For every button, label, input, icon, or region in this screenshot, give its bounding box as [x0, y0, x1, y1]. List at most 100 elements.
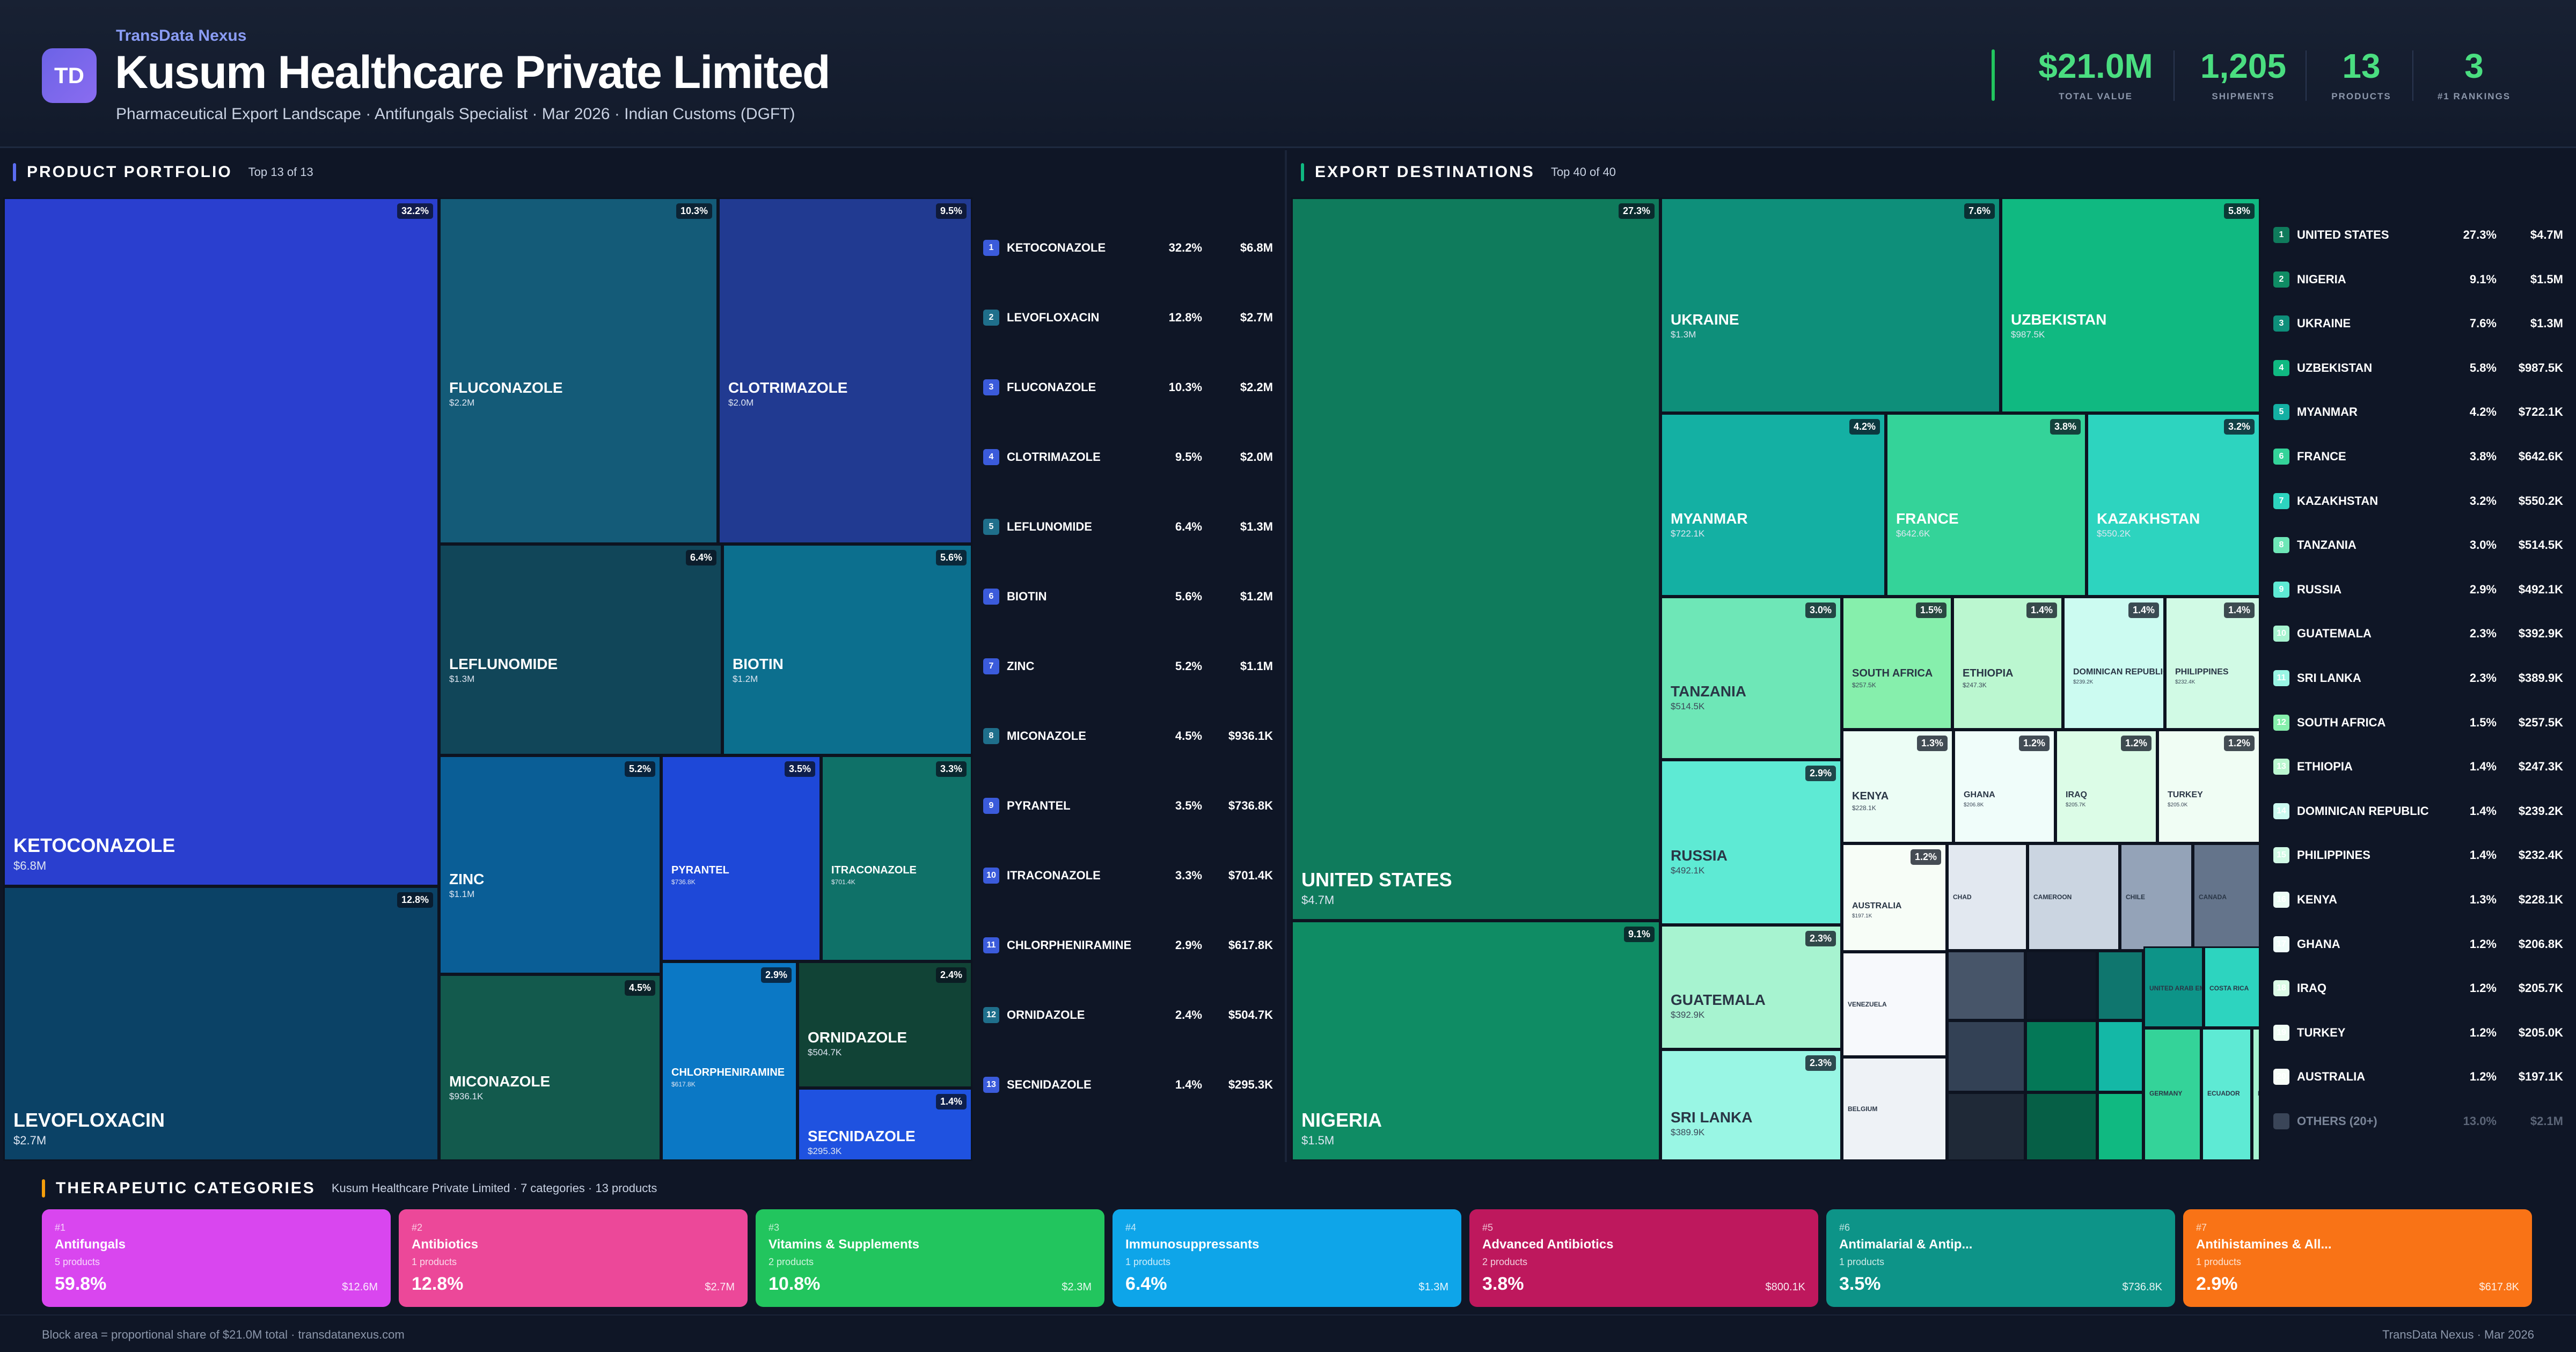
legend-row-leflunomide[interactable]: 5 LEFLUNOMIDE 6.4% $1.3M	[983, 515, 1273, 539]
legend-row-kenya[interactable]: 16 KENYA 1.3% $228.1K	[2273, 888, 2563, 912]
legend-row-philippines[interactable]: 15 PHILIPPINES 1.4% $232.4K	[2273, 843, 2563, 867]
treemap-block-miconazole[interactable]: 4.5% MICONAZOLE $936.1K	[439, 974, 661, 1161]
treemap-block-united-arab-emirates[interactable]: UNITED ARAB EMIRATES	[2143, 946, 2204, 1028]
treemap-block-ornidazole[interactable]: 2.4% ORNIDAZOLE $504.7K	[797, 961, 972, 1088]
category-card-immunosuppressants[interactable]: #4 Immunosuppressants 1 products 6.4% $1.3M	[1113, 1209, 1461, 1307]
treemap-block-chlorpheniramine[interactable]: 2.9% CHLORPHENIRAMINE $617.8K	[661, 961, 797, 1161]
treemap-block-itraconazole[interactable]: 3.3% ITRACONAZOLE $701.4K	[821, 755, 972, 961]
legend-name: KETOCONAZOLE	[1007, 241, 1106, 254]
treemap-block-iraq[interactable]: 1.2% IRAQ $205.7K	[2055, 730, 2157, 843]
treemap-block-nigeria[interactable]: 9.1% NIGERIA $1.5M	[1291, 921, 1660, 1161]
treemap-block-venezuela[interactable]: VENEZUELA	[1842, 952, 1947, 1057]
legend-row-ghana[interactable]: 17 GHANA 1.2% $206.8K	[2273, 932, 2563, 956]
brand-name[interactable]: TransData Nexus	[116, 27, 247, 45]
treemap-block-biotin[interactable]: 5.6% BIOTIN $1.2M	[722, 544, 972, 755]
legend-row-ukraine[interactable]: 3 UKRAINE 7.6% $1.3M	[2273, 312, 2563, 335]
treemap-block-belgium[interactable]: BELGIUM	[1842, 1057, 1947, 1161]
treemap-block-canada[interactable]: CANADA	[2193, 843, 2260, 951]
category-card-vitamins-supplements[interactable]: #3 Vitamins & Supplements 2 products 10.8% $…	[756, 1209, 1104, 1307]
treemap-block-guatemala[interactable]: 2.3% GUATEMALA $392.9K	[1660, 925, 1842, 1049]
legend-row-turkey[interactable]: 19 TURKEY 1.2% $205.0K	[2273, 1021, 2563, 1045]
treemap-block-pyrantel[interactable]: 3.5% PYRANTEL $736.8K	[661, 755, 821, 961]
legend-name: AUSTRALIA	[2297, 1070, 2366, 1084]
treemap-block-leflunomide[interactable]: 6.4% LEFLUNOMIDE $1.3M	[439, 544, 722, 755]
category-card-advanced-antibiotics[interactable]: #5 Advanced Antibiotics 2 products 3.8% $800…	[1469, 1209, 1818, 1307]
legend-value: $206.8K	[2518, 937, 2563, 951]
card-share: 6.4%	[1125, 1274, 1167, 1294]
treemap-block-ketoconazole[interactable]: 32.2% KETOCONAZOLE $6.8M	[3, 197, 439, 886]
treemap-block-tanzania[interactable]: 3.0% TANZANIA $514.5K	[1660, 597, 1842, 760]
legend-row-others[interactable]: OTHERS (20+) 13.0% $2.1M	[2273, 1109, 2563, 1133]
legend-row-miconazole[interactable]: 8 MICONAZOLE 4.5% $936.1K	[983, 724, 1273, 748]
block-share: 5.2%	[624, 761, 655, 777]
treemap-block-australia[interactable]: 1.2% AUSTRALIA $197.1K	[1842, 843, 1947, 952]
block-name: KAZAKHSTAN	[2097, 510, 2200, 527]
category-card-antihistamines-all[interactable]: #7 Antihistamines & All... 1 products 2.9% $…	[2183, 1209, 2532, 1307]
treemap-block-kazakhstan[interactable]: 3.2% KAZAKHSTAN $550.2K	[2087, 413, 2260, 597]
legend-value: $722.1K	[2518, 405, 2563, 419]
legend-row-ornidazole[interactable]: 12 ORNIDAZOLE 2.4% $504.7K	[983, 1003, 1273, 1027]
treemap-block-dominican-republic[interactable]: 1.4% DOMINICAN REPUBLIC $239.2K	[2063, 597, 2165, 730]
legend-row-kazakhstan[interactable]: 7 KAZAKHSTAN 3.2% $550.2K	[2273, 489, 2563, 513]
legend-row-clotrimazole[interactable]: 4 CLOTRIMAZOLE 9.5% $2.0M	[983, 445, 1273, 469]
treemap-block-turkey[interactable]: 1.2% TURKEY $205.0K	[2157, 730, 2260, 843]
legend-row-secnidazole[interactable]: 13 SECNIDAZOLE 1.4% $295.3K	[983, 1073, 1273, 1097]
legend-row-pyrantel[interactable]: 9 PYRANTEL 3.5% $736.8K	[983, 794, 1273, 818]
legend-row-russia[interactable]: 9 RUSSIA 2.9% $492.1K	[2273, 578, 2563, 601]
legend-rank-badge: 1	[2273, 227, 2289, 243]
legend-row-biotin[interactable]: 6 BIOTIN 5.6% $1.2M	[983, 585, 1273, 608]
legend-row-south-africa[interactable]: 12 SOUTH AFRICA 1.5% $257.5K	[2273, 711, 2563, 734]
treemap-block-philippines[interactable]: 1.4% PHILIPPINES $232.4K	[2165, 597, 2260, 730]
treemap-block-germany[interactable]: GERMANY	[2143, 1028, 2201, 1161]
treemap-block-chile[interactable]: CHILE	[2120, 843, 2193, 951]
treemap-block-clotrimazole[interactable]: 9.5% CLOTRIMAZOLE $2.0M	[718, 197, 972, 544]
legend-row-australia[interactable]: 20 AUSTRALIA 1.2% $197.1K	[2273, 1065, 2563, 1089]
treemap-block-levofloxacin[interactable]: 12.8% LEVOFLOXACIN $2.7M	[3, 886, 439, 1161]
legend-name: FRANCE	[2297, 450, 2346, 463]
legend-row-levofloxacin[interactable]: 2 LEVOFLOXACIN 12.8% $2.7M	[983, 306, 1273, 329]
category-card-antifungals[interactable]: #1 Antifungals 5 products 59.8% $12.6M	[42, 1209, 391, 1307]
legend-row-tanzania[interactable]: 8 TANZANIA 3.0% $514.5K	[2273, 533, 2563, 557]
legend-row-itraconazole[interactable]: 10 ITRACONAZOLE 3.3% $701.4K	[983, 864, 1273, 887]
section-title: EXPORT DESTINATIONS	[1315, 163, 1535, 181]
legend-row-zinc[interactable]: 7 ZINC 5.2% $1.1M	[983, 655, 1273, 678]
treemap-block-russia[interactable]: 2.9% RUSSIA $492.1K	[1660, 760, 1842, 925]
legend-row-ethiopia[interactable]: 13 ETHIOPIA 1.4% $247.3K	[2273, 755, 2563, 778]
treemap-block-mozambique[interactable]: MOZAMBIQUE	[2252, 1028, 2260, 1161]
legend-row-united-states[interactable]: 1 UNITED STATES 27.3% $4.7M	[2273, 223, 2563, 247]
legend-row-ketoconazole[interactable]: 1 KETOCONAZOLE 32.2% $6.8M	[983, 236, 1273, 260]
treemap-block-south-africa[interactable]: 1.5% SOUTH AFRICA $257.5K	[1842, 597, 1952, 730]
category-card-antimalarial-antip[interactable]: #6 Antimalarial & Antip... 1 products 3.5% $…	[1826, 1209, 2175, 1307]
treemap-block-secnidazole[interactable]: 1.4% SECNIDAZOLE $295.3K	[797, 1088, 972, 1161]
treemap-block-united-states[interactable]: 27.3% UNITED STATES $4.7M	[1291, 197, 1660, 921]
legend-row-guatemala[interactable]: 10 GUATEMALA 2.3% $392.9K	[2273, 622, 2563, 645]
section-subtitle: Top 13 of 13	[248, 165, 313, 179]
treemap-block-sri-lanka[interactable]: 2.3% SRI LANKA $389.9K	[1660, 1049, 1842, 1161]
section-title: THERAPEUTIC CATEGORIES	[56, 1179, 316, 1197]
legend-rank-badge: 5	[2273, 404, 2289, 421]
category-card-antibiotics[interactable]: #2 Antibiotics 1 products 12.8% $2.7M	[399, 1209, 748, 1307]
treemap-block-kenya[interactable]: 1.3% KENYA $228.1K	[1842, 730, 1953, 843]
legend-row-dominican-republic[interactable]: 14 DOMINICAN REPUBLIC 1.4% $239.2K	[2273, 799, 2563, 823]
legend-row-sri-lanka[interactable]: 11 SRI LANKA 2.3% $389.9K	[2273, 666, 2563, 690]
treemap-block-france[interactable]: 3.8% FRANCE $642.6K	[1886, 413, 2087, 597]
treemap-block-costa-rica[interactable]: COSTA RICA	[2204, 946, 2260, 1028]
treemap-block-ecuador[interactable]: ECUADOR	[2201, 1028, 2252, 1161]
treemap-block-chad[interactable]: CHAD	[1947, 843, 2028, 951]
legend-row-fluconazole[interactable]: 3 FLUCONAZOLE 10.3% $2.2M	[983, 376, 1273, 399]
legend-row-france[interactable]: 6 FRANCE 3.8% $642.6K	[2273, 445, 2563, 468]
treemap-block-myanmar[interactable]: 4.2% MYANMAR $722.1K	[1660, 413, 1886, 597]
treemap-block-uzbekistan[interactable]: 5.8% UZBEKISTAN $987.5K	[2001, 197, 2260, 413]
card-share: 2.9%	[2196, 1274, 2238, 1294]
treemap-block-ethiopia[interactable]: 1.4% ETHIOPIA $247.3K	[1952, 597, 2063, 730]
legend-row-nigeria[interactable]: 2 NIGERIA 9.1% $1.5M	[2273, 268, 2563, 291]
treemap-block-cameroon[interactable]: CAMEROON	[2028, 843, 2120, 951]
legend-row-myanmar[interactable]: 5 MYANMAR 4.2% $722.1K	[2273, 400, 2563, 424]
treemap-block-fluconazole[interactable]: 10.3% FLUCONAZOLE $2.2M	[439, 197, 718, 544]
treemap-block-zinc[interactable]: 5.2% ZINC $1.1M	[439, 755, 661, 974]
legend-row-uzbekistan[interactable]: 4 UZBEKISTAN 5.8% $987.5K	[2273, 356, 2563, 380]
legend-row-iraq[interactable]: 18 IRAQ 1.2% $205.7K	[2273, 976, 2563, 1000]
legend-row-chlorpheniramine[interactable]: 11 CHLORPHENIRAMINE 2.9% $617.8K	[983, 934, 1273, 957]
treemap-block-ghana[interactable]: 1.2% GHANA $206.8K	[1953, 730, 2055, 843]
treemap-block-ukraine[interactable]: 7.6% UKRAINE $1.3M	[1660, 197, 2001, 413]
